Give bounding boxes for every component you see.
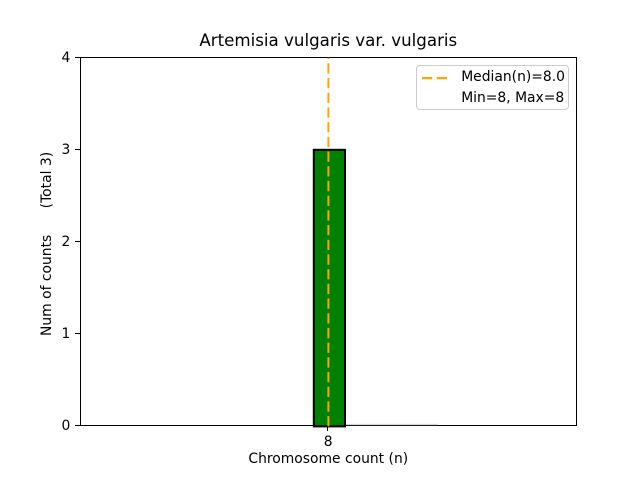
y-tick-3 [74,149,80,151]
legend: Median(n)=8.0 Min=8, Max=8 [415,64,569,110]
legend-median-handle [422,76,450,79]
legend-label-minmax: Min=8, Max=8 [461,89,565,106]
y-tick-2 [74,241,80,243]
y-tick-label-0: 0 [61,418,71,435]
y-tick-4 [74,57,80,59]
y-axis-label-text: Num of counts [39,234,56,336]
chart-title: Artemisia vulgaris var. vulgaris [199,31,458,51]
y-tick-1 [74,333,80,335]
y-tick-label-3: 3 [61,142,71,159]
x-tick-label-8: 8 [323,433,333,450]
legend-label-median: Median(n)=8.0 [461,68,565,85]
y-tick-0 [74,425,80,427]
y-axis-label-total: (Total 3) [39,151,56,208]
x-tick-8 [327,426,329,432]
plot-area [79,57,577,427]
y-axis-label: Num of counts (Total 3) [39,151,55,335]
y-tick-label-1: 1 [61,326,71,343]
x-axis-label: Chromosome count (n) [248,451,409,468]
y-tick-label-2: 2 [61,234,71,251]
y-tick-label-4: 4 [61,50,71,66]
